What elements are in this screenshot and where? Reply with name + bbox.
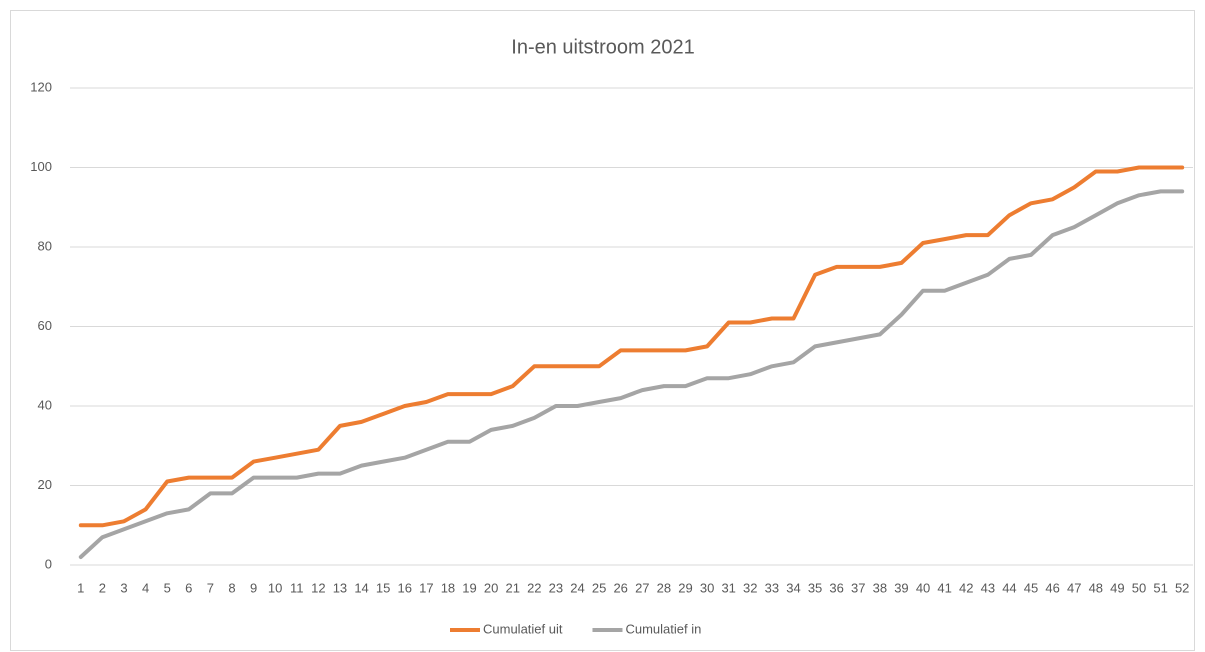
x-tick-label: 7 [207,580,214,595]
x-tick-label: 5 [164,580,171,595]
x-tick-label: 2 [99,580,106,595]
x-tick-label: 52 [1175,580,1189,595]
y-tick-label: 60 [38,318,52,333]
x-tick-label: 36 [829,580,843,595]
x-tick-label: 34 [786,580,800,595]
x-tick-label: 33 [765,580,779,595]
x-tick-label: 50 [1132,580,1146,595]
x-tick-label: 13 [333,580,347,595]
series-line [78,189,1185,559]
x-tick-label: 45 [1024,580,1038,595]
x-tick-label: 47 [1067,580,1081,595]
x-tick-label: 3 [120,580,127,595]
x-tick-label: 44 [1002,580,1016,595]
legend-label: Cumulatief in [625,621,701,636]
x-tick-label: 19 [462,580,476,595]
chart-border [10,10,1195,651]
x-tick-label: 49 [1110,580,1124,595]
x-tick-label: 43 [981,580,995,595]
x-tick-label: 40 [916,580,930,595]
x-tick-label: 32 [743,580,757,595]
x-tick-label: 1 [77,580,84,595]
x-tick-label: 6 [185,580,192,595]
x-tick-label: 48 [1089,580,1103,595]
y-tick-label: 80 [38,238,52,253]
x-tick-label: 29 [678,580,692,595]
x-tick-label: 30 [700,580,714,595]
x-tick-label: 51 [1153,580,1167,595]
x-tick-label: 37 [851,580,865,595]
x-tick-label: 25 [592,580,606,595]
x-tick-label: 24 [570,580,584,595]
x-tick-label: 35 [808,580,822,595]
x-tick-label: 14 [354,580,368,595]
x-tick-label: 10 [268,580,282,595]
x-tick-label: 22 [527,580,541,595]
x-tick-label: 27 [635,580,649,595]
x-tick-label: 38 [873,580,887,595]
x-tick-label: 17 [419,580,433,595]
x-tick-label: 8 [228,580,235,595]
x-tick-label: 4 [142,580,149,595]
x-tick-label: 18 [441,580,455,595]
x-tick-label: 15 [376,580,390,595]
x-tick-label: 16 [398,580,412,595]
y-tick-label: 0 [45,556,52,571]
chart-title: In-en uitstroom 2021 [511,36,694,58]
x-tick-label: 26 [613,580,627,595]
x-tick-label: 9 [250,580,257,595]
x-tick-label: 46 [1045,580,1059,595]
x-tick-label: 42 [959,580,973,595]
x-tick-label: 39 [894,580,908,595]
x-tick-label: 11 [290,580,304,595]
x-tick-label: 20 [484,580,498,595]
y-tick-label: 120 [30,79,52,94]
legend-label: Cumulatief uit [483,621,563,636]
y-tick-label: 40 [38,397,52,412]
y-tick-label: 100 [30,159,52,174]
x-tick-label: 21 [505,580,519,595]
x-tick-label: 28 [657,580,671,595]
y-tick-label: 20 [38,477,52,492]
x-tick-label: 12 [311,580,325,595]
x-tick-label: 23 [549,580,563,595]
x-tick-label: 41 [937,580,951,595]
x-tick-label: 31 [721,580,735,595]
series-line [78,165,1185,528]
